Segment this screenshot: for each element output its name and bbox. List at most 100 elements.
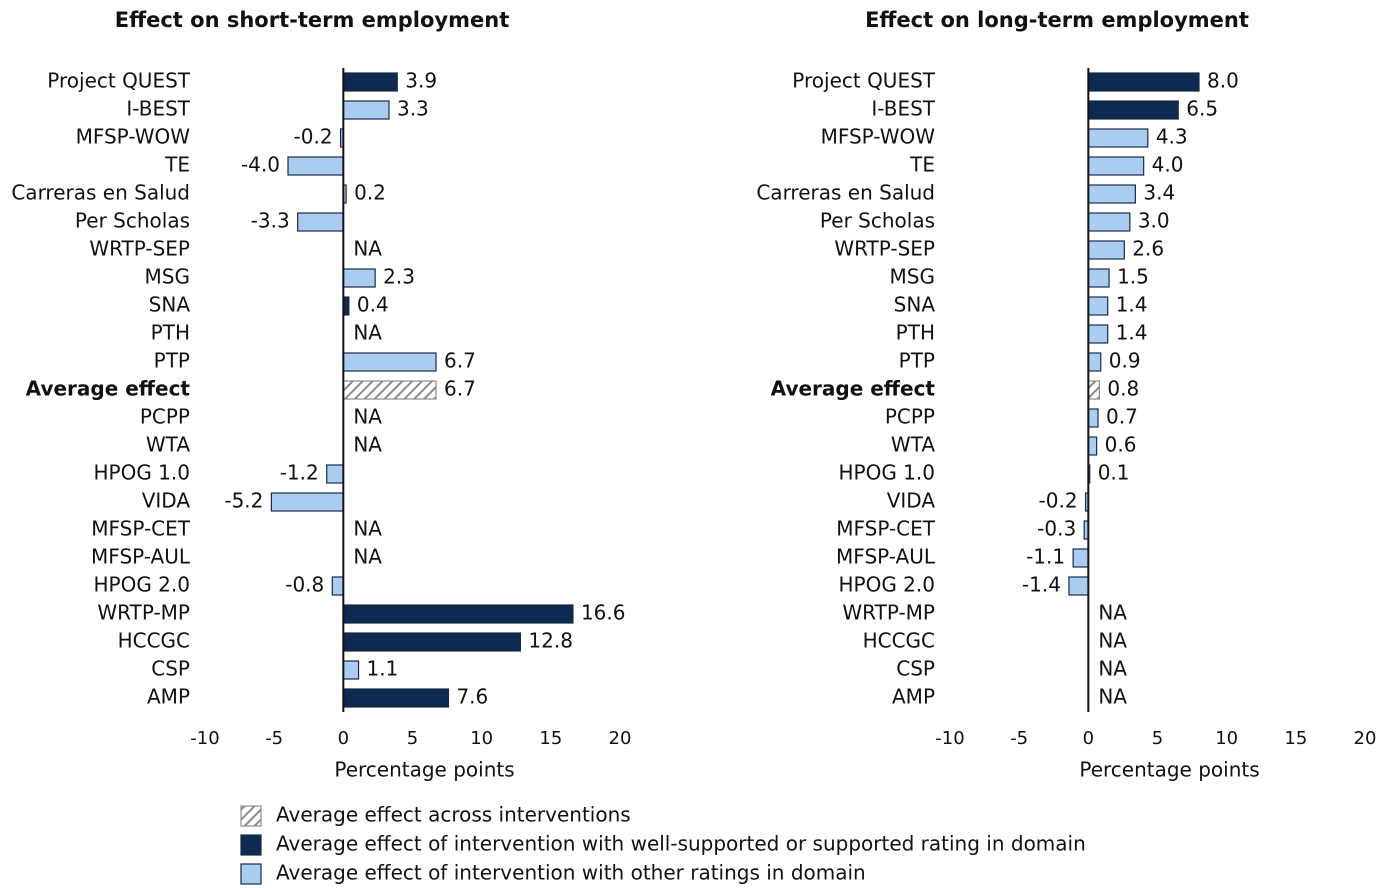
value-label: 1.4: [1116, 293, 1148, 317]
value-label: 3.4: [1143, 181, 1175, 205]
value-label: 1.4: [1116, 321, 1148, 345]
value-label: 0.1: [1098, 461, 1130, 485]
value-label: -3.3: [251, 209, 290, 233]
y-tick-label: PTH: [896, 321, 935, 345]
bar: [270, 492, 344, 512]
bar: [287, 156, 344, 176]
y-tick-label: HPOG 1.0: [838, 461, 935, 485]
y-tick-label: Per Scholas: [75, 209, 190, 233]
x-tick-label: 5: [1152, 728, 1163, 749]
y-tick-label: HPOG 2.0: [93, 573, 190, 597]
y-tick-label: MSG: [145, 265, 190, 289]
y-tick-label: MFSP-AUL: [836, 545, 936, 569]
value-label: NA: [1098, 629, 1127, 653]
value-label: 4.0: [1152, 153, 1184, 177]
y-tick-label: CSP: [151, 657, 190, 681]
legend-label: Average effect of intervention with othe…: [276, 861, 866, 885]
y-tick-label: PTP: [154, 349, 190, 373]
y-tick-label: HPOG 2.0: [838, 573, 935, 597]
value-label: NA: [353, 433, 382, 457]
y-tick-label: TE: [164, 153, 190, 177]
value-label: 0.9: [1109, 349, 1141, 373]
legend-swatch: [240, 805, 262, 827]
bar: [342, 72, 398, 92]
bar: [1087, 380, 1101, 400]
y-tick-label: PTH: [151, 321, 190, 345]
y-tick-label: PTP: [899, 349, 935, 373]
bar: [1072, 548, 1089, 568]
value-label: 0.8: [1107, 377, 1139, 401]
bar: [1068, 576, 1089, 596]
y-tick-label: WTA: [146, 433, 190, 457]
y-tick-label: WRTP-MP: [842, 601, 935, 625]
value-label: 6.5: [1186, 97, 1218, 121]
y-tick-label: WRTP-MP: [97, 601, 190, 625]
value-label: 3.9: [405, 69, 437, 93]
bar: [1087, 72, 1200, 92]
bar: [342, 380, 437, 400]
y-tick-label: Average effect: [771, 377, 936, 401]
bar: [1087, 100, 1179, 120]
legend-label: Average effect across interventions: [276, 803, 631, 827]
y-tick-label: HCCGC: [863, 629, 935, 653]
bar: [342, 604, 574, 624]
bar: [1087, 296, 1109, 316]
y-tick-label: HCCGC: [118, 629, 190, 653]
value-label: 0.6: [1105, 433, 1137, 457]
value-label: -0.3: [1037, 517, 1076, 541]
value-label: 1.5: [1117, 265, 1149, 289]
bar: [1087, 352, 1102, 372]
y-tick-label: PCPP: [885, 405, 935, 429]
y-tick-label: VIDA: [887, 489, 936, 513]
value-label: NA: [353, 545, 382, 569]
legend-swatch: [240, 863, 262, 885]
x-tick-label: -10: [935, 728, 964, 749]
y-tick-label: Per Scholas: [820, 209, 935, 233]
legend-label: Average effect of intervention with well…: [276, 832, 1086, 856]
bar: [342, 352, 437, 372]
bar: [1087, 156, 1145, 176]
y-tick-label: MFSP-AUL: [91, 545, 191, 569]
bar: [297, 212, 344, 232]
value-label: -4.0: [241, 153, 280, 177]
value-label: -0.2: [294, 125, 333, 149]
y-tick-label: VIDA: [142, 489, 191, 513]
value-label: 6.7: [444, 377, 476, 401]
value-label: 0.4: [357, 293, 389, 317]
y-tick-label: Carreras en Salud: [11, 181, 190, 205]
value-label: NA: [1098, 657, 1127, 681]
x-tick-label: -5: [1010, 728, 1028, 749]
bar: [1087, 268, 1110, 288]
value-label: 2.6: [1132, 237, 1164, 261]
x-tick-label: 20: [1354, 728, 1377, 749]
value-label: -0.8: [285, 573, 324, 597]
bar: [1087, 128, 1149, 148]
value-label: -1.2: [280, 461, 319, 485]
x-axis-label: Percentage points: [334, 758, 514, 782]
y-tick-label: MFSP-WOW: [821, 125, 936, 149]
x-tick-label: 10: [470, 728, 493, 749]
x-tick-label: 20: [609, 728, 632, 749]
bar: [1087, 408, 1099, 428]
y-tick-label: MFSP-WOW: [76, 125, 191, 149]
bar: [331, 576, 344, 596]
bar: [342, 632, 522, 652]
value-label: -1.4: [1022, 573, 1061, 597]
x-axis-label: Percentage points: [1079, 758, 1259, 782]
value-label: 0.7: [1106, 405, 1138, 429]
y-tick-label: WRTP-SEP: [834, 237, 935, 261]
value-label: 8.0: [1207, 69, 1239, 93]
y-tick-label: TE: [909, 153, 935, 177]
value-label: NA: [353, 517, 382, 541]
x-tick-label: -5: [265, 728, 283, 749]
value-label: NA: [1098, 685, 1127, 709]
y-tick-label: PCPP: [140, 405, 190, 429]
y-tick-label: MFSP-CET: [836, 517, 936, 541]
x-tick-label: 15: [1284, 728, 1307, 749]
value-label: 0.2: [354, 181, 386, 205]
y-tick-label: AMP: [147, 685, 190, 709]
y-tick-label: CSP: [896, 657, 935, 681]
value-label: 3.0: [1138, 209, 1170, 233]
y-tick-label: I-BEST: [126, 97, 190, 121]
value-label: -0.2: [1039, 489, 1078, 513]
